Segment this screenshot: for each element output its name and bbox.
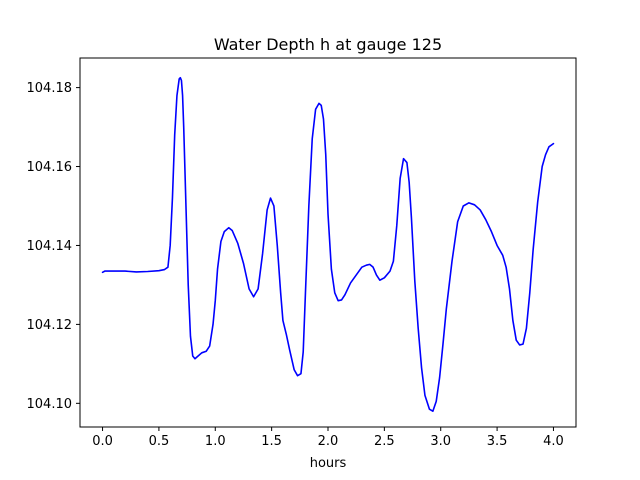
y-tick-label: 104.18 <box>27 81 73 96</box>
y-tick-label: 104.14 <box>27 239 73 254</box>
y-tick-label: 104.16 <box>27 160 73 175</box>
x-tick-label: 2.0 <box>318 434 339 449</box>
x-tick-label: 3.0 <box>430 434 451 449</box>
x-tick-label: 2.5 <box>374 434 395 449</box>
x-axis: 0.0 0.5 1.0 1.5 2.0 2.5 3.0 3.5 4.0 <box>92 427 564 449</box>
x-tick-label: 1.0 <box>205 434 226 449</box>
series-line-0 <box>101 76 555 413</box>
x-axis-label: hours <box>310 456 347 471</box>
y-axis: 104.10 104.12 104.14 104.16 104.18 <box>27 81 80 412</box>
x-tick-label: 0.0 <box>92 434 113 449</box>
series-layer <box>101 76 555 413</box>
x-tick-label: 0.5 <box>149 434 170 449</box>
chart-title: Water Depth h at gauge 125 <box>214 35 442 54</box>
y-tick-label: 104.12 <box>27 318 73 333</box>
x-tick-label: 4.0 <box>543 434 564 449</box>
x-tick-label: 3.5 <box>487 434 508 449</box>
y-tick-label: 104.10 <box>27 397 73 412</box>
x-tick-label: 1.5 <box>261 434 282 449</box>
